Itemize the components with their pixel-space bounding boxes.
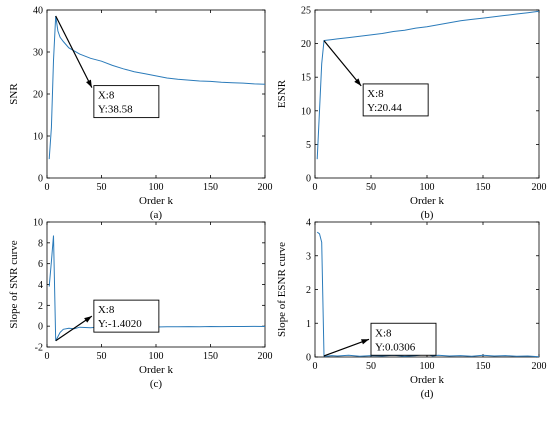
y-tick-label: 10 bbox=[33, 218, 43, 229]
y-tick-label: 0 bbox=[38, 322, 43, 333]
x-tick-label: 50 bbox=[97, 351, 107, 362]
annotation-box bbox=[362, 83, 429, 117]
annotation-x-text: X:8 bbox=[98, 304, 115, 316]
y-tick-label: 2 bbox=[306, 285, 311, 296]
y-tick-label: 20 bbox=[301, 39, 311, 50]
panel-caption: (c) bbox=[150, 378, 163, 390]
y-tick-label: 30 bbox=[33, 48, 43, 59]
x-axis-label: Order k bbox=[139, 195, 173, 207]
x-tick-label: 50 bbox=[366, 182, 376, 193]
annotation-arrowhead bbox=[354, 78, 362, 86]
y-tick-label: 10 bbox=[33, 132, 43, 143]
annotation-arrowhead bbox=[86, 79, 92, 88]
x-tick-label: 0 bbox=[45, 182, 50, 193]
series-line bbox=[48, 15, 266, 160]
y-axis-label: Slope of SNR curve bbox=[8, 240, 20, 328]
y-tick-label: 2 bbox=[38, 301, 43, 312]
annotation-arrow bbox=[323, 40, 362, 87]
x-tick-label: 100 bbox=[149, 182, 164, 193]
x-tick-label: 150 bbox=[203, 182, 218, 193]
y-tick-label: 4 bbox=[306, 218, 311, 229]
x-tick-label: 50 bbox=[366, 361, 376, 372]
x-tick-label: 100 bbox=[149, 351, 164, 362]
annotation-y-text: Y:0.0306 bbox=[375, 341, 416, 353]
x-tick-label: 0 bbox=[313, 361, 318, 372]
annotation-box bbox=[370, 322, 437, 356]
y-tick-label: 20 bbox=[33, 90, 43, 101]
x-tick-label: 200 bbox=[258, 182, 273, 193]
chart-panel: 0 50 100 150 200 0 10 20 30 40 Order k (a) SNR X:8 Y:3… bbox=[8, 6, 273, 222]
panel-caption: (a) bbox=[150, 209, 163, 221]
x-tick-label: 0 bbox=[313, 182, 318, 193]
y-tick-label: 8 bbox=[38, 238, 43, 249]
annotation-y-text: Y:20.44 bbox=[367, 102, 402, 114]
annotation-box bbox=[93, 85, 160, 119]
y-tick-label: 1 bbox=[306, 319, 311, 330]
x-tick-label: 200 bbox=[258, 351, 273, 362]
series-line bbox=[316, 10, 540, 160]
annotation-arrow bbox=[323, 338, 370, 357]
y-tick-label: 3 bbox=[306, 251, 311, 262]
y-tick-label: 40 bbox=[33, 6, 43, 17]
x-axis-label: Order k bbox=[410, 195, 444, 207]
series-line bbox=[316, 231, 540, 358]
panel-caption: (d) bbox=[421, 388, 434, 400]
y-tick-label: -2 bbox=[35, 343, 43, 354]
y-tick-label: 25 bbox=[301, 6, 311, 17]
y-axis-label: ESNR bbox=[276, 79, 288, 108]
x-tick-label: 100 bbox=[420, 182, 435, 193]
chart-panel: 0 50 100 150 200 0 5 10 15 20 25 Order k (b) ESNR X:8 Y… bbox=[276, 6, 547, 222]
panel-caption: (b) bbox=[421, 209, 434, 221]
x-tick-label: 150 bbox=[203, 351, 218, 362]
annotation-arrowhead bbox=[361, 339, 369, 345]
y-tick-label: 10 bbox=[301, 106, 311, 117]
annotation-arrowhead bbox=[84, 316, 92, 323]
x-tick-label: 100 bbox=[420, 361, 435, 372]
y-axis-label: Slope of ESNR curve bbox=[276, 242, 288, 337]
x-axis-label: Order k bbox=[410, 374, 444, 386]
y-tick-label: 6 bbox=[38, 259, 43, 270]
y-tick-label: 0 bbox=[38, 174, 43, 185]
annotation-arrow bbox=[55, 15, 93, 88]
y-axis-label: SNR bbox=[8, 83, 20, 105]
annotation-x-text: X:8 bbox=[98, 90, 115, 102]
x-tick-label: 200 bbox=[532, 361, 547, 372]
x-tick-label: 0 bbox=[45, 351, 50, 362]
annotation-box bbox=[93, 299, 160, 333]
y-tick-label: 15 bbox=[301, 73, 311, 84]
y-tick-label: 4 bbox=[38, 280, 43, 291]
y-tick-label: 0 bbox=[306, 174, 311, 185]
x-tick-label: 150 bbox=[476, 361, 491, 372]
y-tick-label: 0 bbox=[306, 353, 311, 364]
y-tick-label: 5 bbox=[306, 140, 311, 151]
annotation-x-text: X:8 bbox=[367, 88, 384, 100]
chart-panel: 0 50 100 150 200 0 1 2 3 4 Order k (d) Slope of ESNR… bbox=[276, 218, 547, 401]
x-tick-label: 50 bbox=[97, 182, 107, 193]
annotation-y-text: Y:38.58 bbox=[98, 104, 133, 116]
annotation-y-text: Y:-1.4020 bbox=[98, 318, 142, 330]
x-axis-label: Order k bbox=[139, 364, 173, 376]
x-tick-label: 150 bbox=[476, 182, 491, 193]
annotation-x-text: X:8 bbox=[375, 327, 392, 339]
x-tick-label: 200 bbox=[532, 182, 547, 193]
